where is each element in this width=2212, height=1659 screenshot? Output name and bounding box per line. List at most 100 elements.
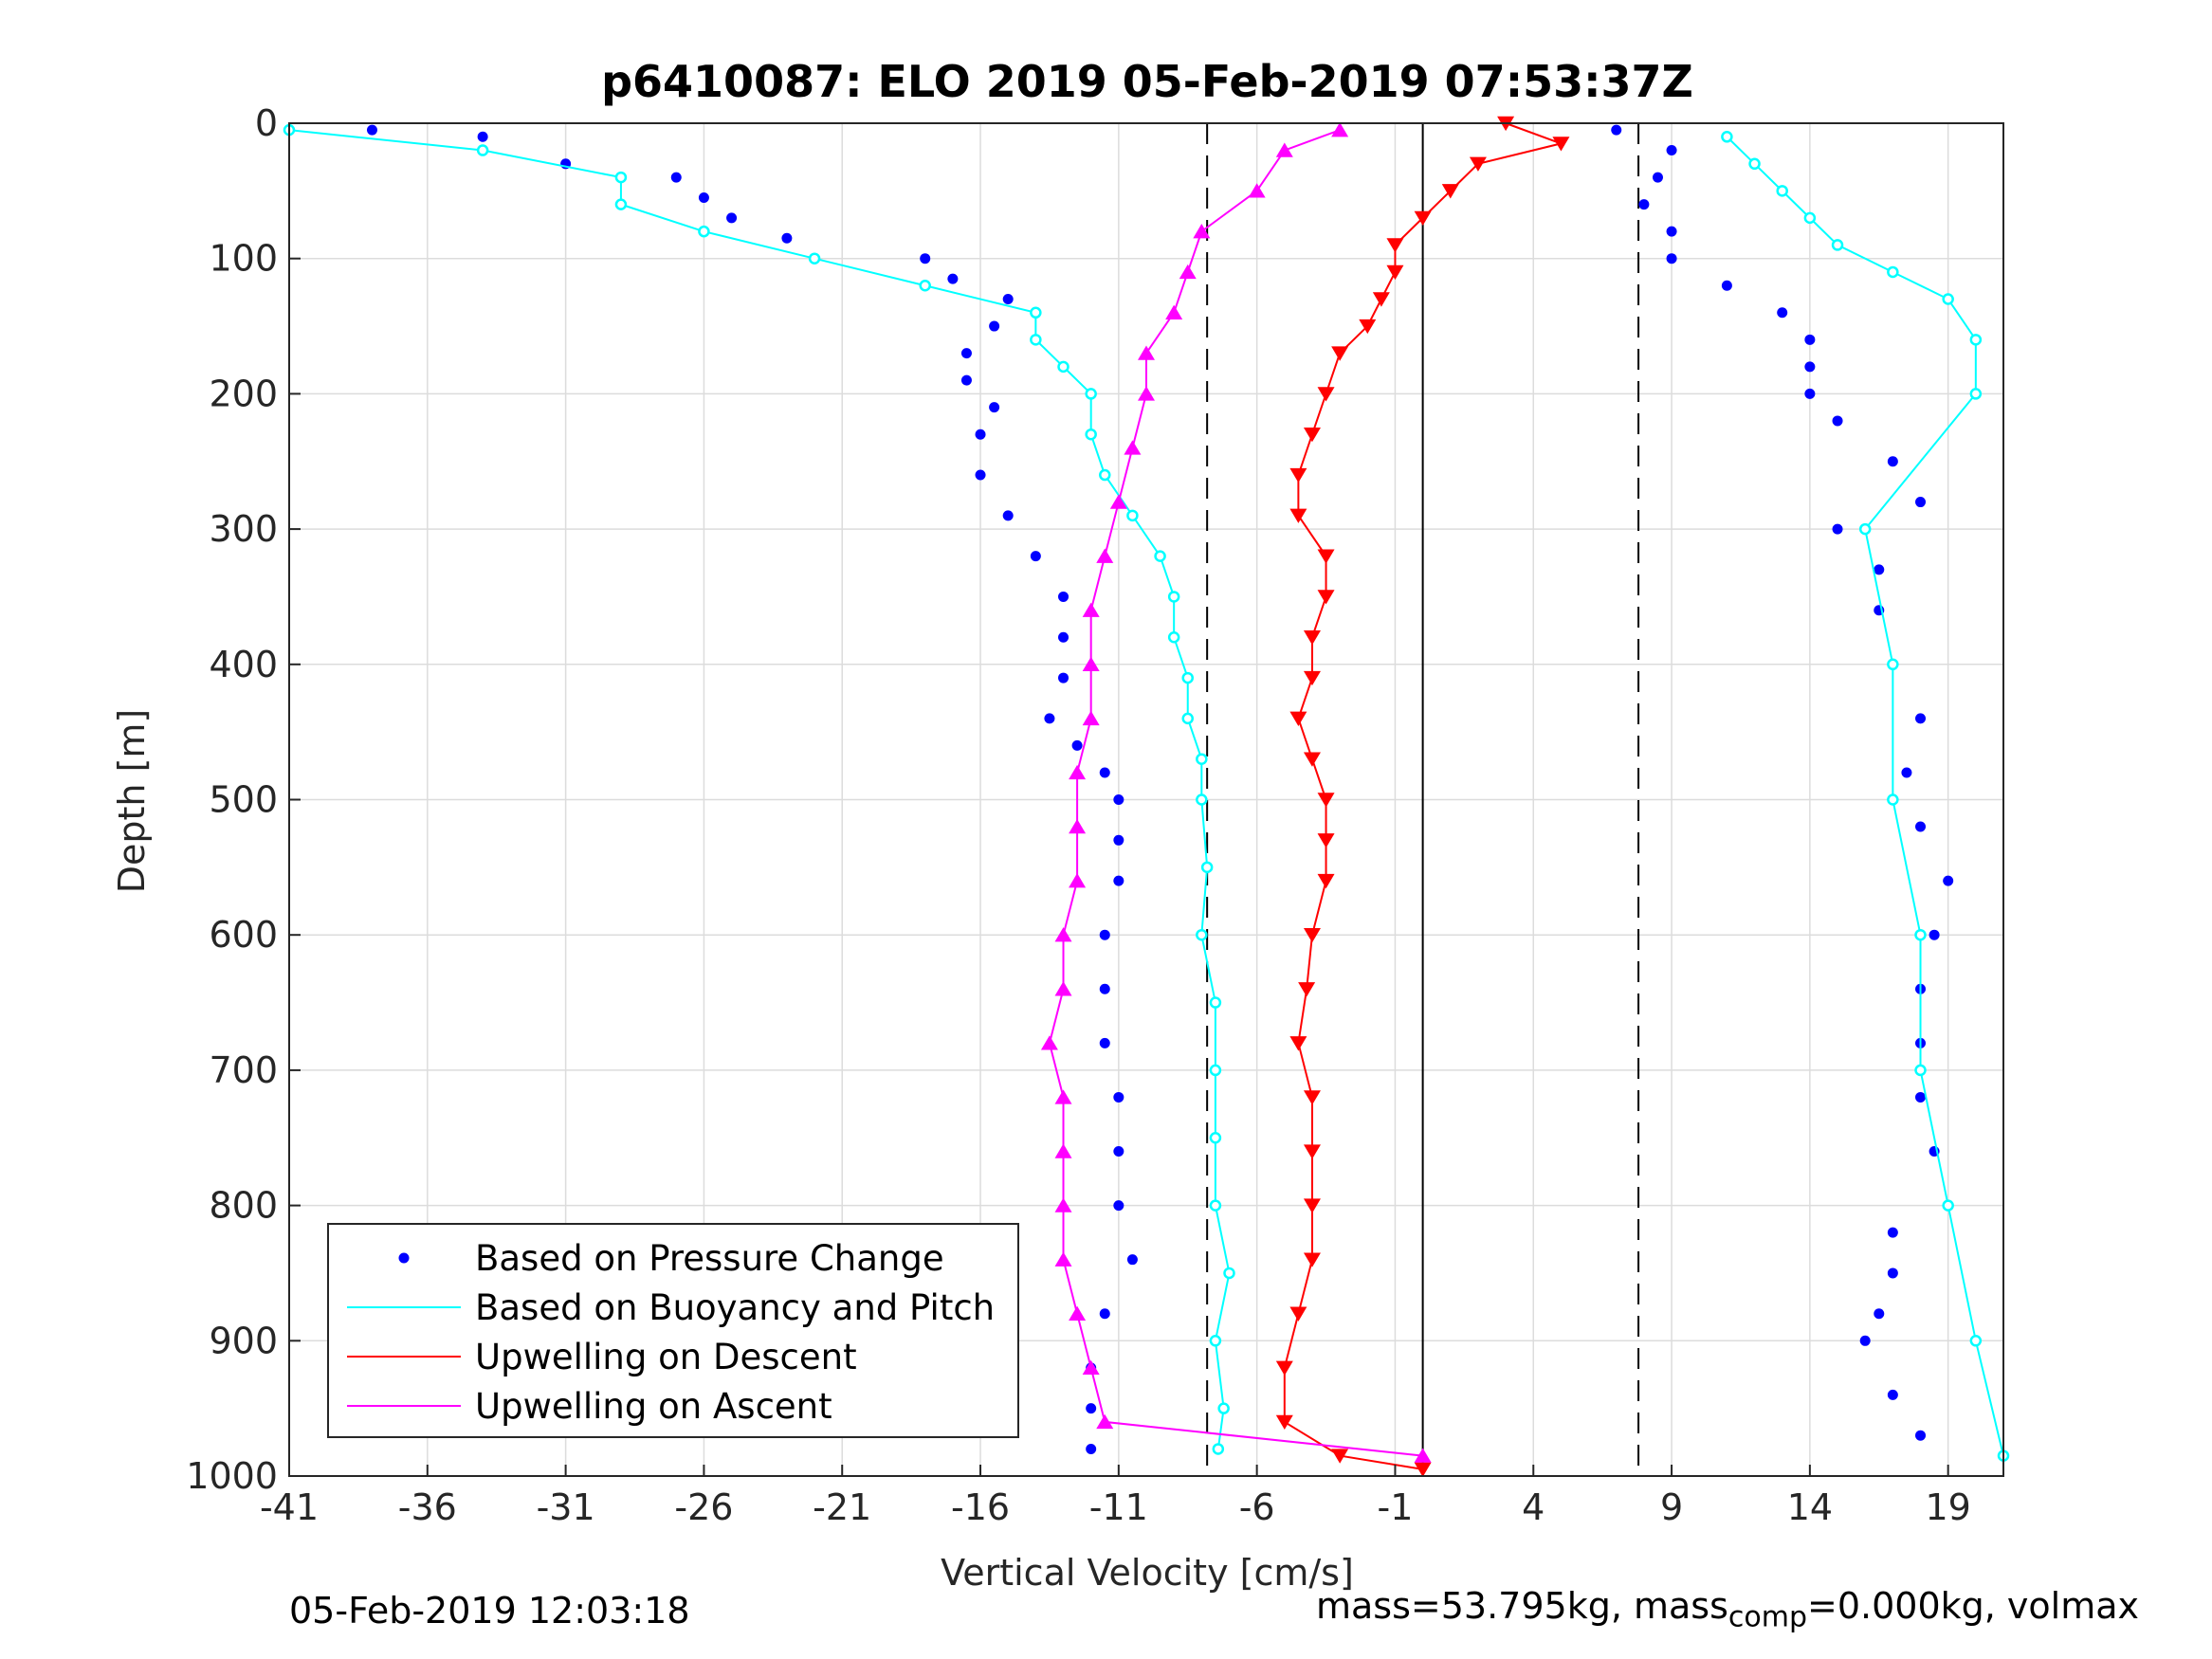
data-point (1441, 184, 1459, 199)
data-point (1113, 834, 1124, 846)
data-point (1942, 1199, 1954, 1212)
data-point (1414, 1448, 1432, 1463)
data-point (989, 402, 1000, 413)
data-point (1217, 1402, 1230, 1414)
data-point (1126, 509, 1139, 522)
data-point (960, 374, 972, 386)
data-point (1638, 199, 1650, 210)
data-point (1832, 415, 1843, 427)
data-point (1165, 304, 1183, 319)
data-point (726, 212, 738, 224)
data-point (1303, 670, 1321, 686)
legend-label: Based on Buoyancy and Pitch (475, 1287, 995, 1328)
x-tick-label: -31 (537, 1486, 595, 1528)
data-point (1915, 497, 1927, 508)
data-point (1082, 1359, 1100, 1376)
series-upwelling-on-ascent (1040, 122, 1432, 1463)
data-point (1915, 821, 1927, 832)
data-point (1414, 210, 1432, 226)
data-point (1915, 1430, 1927, 1441)
x-axis-label: Vertical Velocity [cm/s] (941, 1552, 1354, 1594)
data-point (975, 469, 986, 481)
data-point (1030, 306, 1042, 319)
data-point (1099, 929, 1110, 940)
y-tick-label: 600 (209, 914, 278, 956)
data-point (1002, 294, 1014, 305)
data-point (1331, 346, 1349, 361)
data-point (1298, 982, 1316, 997)
data-point (960, 348, 972, 359)
data-point (1196, 793, 1208, 806)
y-tick-label: 900 (209, 1320, 278, 1361)
data-point (1275, 1360, 1293, 1376)
data-point (366, 124, 377, 136)
data-point (1054, 1089, 1072, 1104)
data-point (1069, 873, 1087, 888)
data-point (1113, 875, 1124, 886)
data-point (1552, 137, 1570, 152)
data-point (1196, 928, 1208, 941)
data-point (1071, 739, 1083, 751)
data-point (1611, 124, 1622, 136)
data-point (781, 232, 793, 244)
y-tick-label: 300 (209, 508, 278, 550)
data-point (1054, 1197, 1072, 1212)
data-point (1099, 983, 1110, 994)
data-point (1099, 1308, 1110, 1320)
legend-swatch (398, 1252, 410, 1264)
data-point (989, 320, 1000, 332)
data-point (1096, 1413, 1114, 1430)
data-point (1859, 1335, 1871, 1346)
data-point (1887, 1389, 1898, 1400)
data-point (975, 428, 986, 440)
data-point (1915, 1091, 1927, 1103)
data-point (1303, 928, 1321, 943)
data-point (1969, 388, 1983, 400)
axis-ticks: -41 -36 -31 -26 -21 -16 -11 -6 -1 4 9 14 19 0 100 200 30… (186, 102, 1971, 1528)
legend-label: Upwelling on Descent (475, 1337, 857, 1377)
data-point (1331, 1449, 1349, 1464)
data-point (1069, 818, 1087, 834)
data-point (1085, 428, 1097, 441)
data-point (1887, 265, 1899, 279)
data-point (1289, 1036, 1307, 1051)
data-point (1303, 1198, 1321, 1213)
data-point (1887, 1267, 1898, 1279)
data-point (1085, 388, 1097, 400)
data-point (1777, 307, 1788, 319)
data-point (1154, 550, 1166, 562)
data-point (1887, 658, 1899, 671)
x-tick-label: -21 (813, 1486, 871, 1528)
data-point (1209, 1064, 1222, 1077)
data-point (1113, 1146, 1124, 1158)
data-point (1040, 1035, 1058, 1050)
data-point (1138, 345, 1155, 360)
timestamp-text: 05-Feb-2019 12:03:18 (289, 1590, 690, 1632)
data-point (1275, 142, 1293, 157)
data-point (1804, 334, 1816, 345)
data-point (1002, 510, 1014, 521)
data-point (1058, 631, 1069, 643)
data-point (1138, 386, 1155, 401)
x-tick-label: -26 (674, 1486, 733, 1528)
plot-series (283, 116, 2010, 1477)
data-point (1317, 387, 1335, 402)
data-point (1969, 334, 1983, 346)
data-point (1058, 672, 1069, 684)
data-point (1303, 1144, 1321, 1159)
data-point (1248, 183, 1266, 198)
x-tick-label: -36 (398, 1486, 457, 1528)
data-point (1303, 630, 1321, 646)
data-point (1914, 928, 1927, 941)
data-point (1914, 1064, 1927, 1077)
data-point (1831, 239, 1844, 251)
data-point (1303, 752, 1321, 767)
x-tick-label: 9 (1660, 1486, 1683, 1528)
y-tick-label: 500 (209, 779, 278, 821)
data-point (1030, 551, 1041, 562)
data-point (1086, 1403, 1097, 1414)
data-point (1289, 467, 1307, 483)
data-point (614, 198, 628, 210)
data-point (1317, 873, 1335, 889)
data-point (1167, 591, 1180, 603)
